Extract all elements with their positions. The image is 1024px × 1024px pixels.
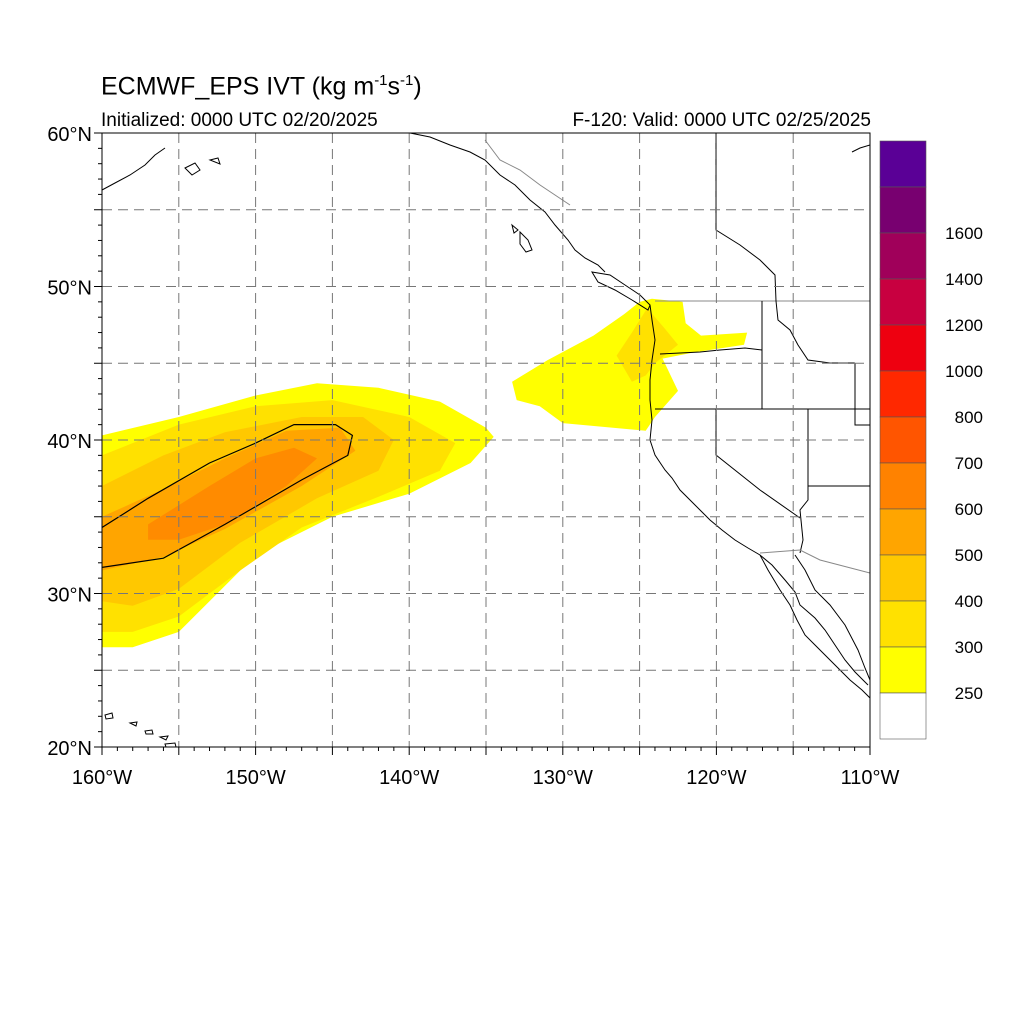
axis-ticks [94,132,871,755]
x-tick-label: 140°W [379,767,439,789]
border-az [799,486,809,554]
border-ca-east [715,133,777,302]
colorbar-swatch [879,416,927,464]
coastline-mainland-mexico [794,554,870,681]
graticule [102,133,870,747]
border-ca-nv [715,409,801,519]
x-tick-label: 130°W [533,767,593,789]
x-tick-label: 110°W [841,767,900,789]
colorbar-swatch [879,692,927,740]
coastline-alaska-west [102,147,166,191]
coastline-baja [759,554,870,699]
valid-time: F-120: Valid: 0000 UTC 02/25/2025 [572,110,871,131]
colorbar: 250 300 400 500 600 700 800 1000 1200 1400 1600 [879,140,983,740]
colorbar-swatch [879,278,927,326]
map-title: ECMWF_EPS IVT (kg m-1s-1) [101,72,422,101]
ivt-contours [102,424,354,568]
y-tick-label: 20°N [47,738,92,760]
colorbar-label: 300 [955,638,983,657]
colorbar-swatch [879,370,927,418]
colorbar-swatch [879,508,927,556]
ivt-shading [102,298,748,648]
colorbar-label: 500 [955,546,983,565]
ivt-contour-500 [102,424,354,568]
border-wa-or [659,347,763,355]
x-tick-label: 160°W [72,767,132,789]
colorbar-swatch [879,600,927,648]
colorbar-label: 700 [955,454,983,473]
y-tick-label: 60°N [47,124,92,146]
latitude-labels: 60°N 50°N 40°N 30°N 20°N [47,124,92,760]
island-hawaii [104,712,177,747]
border-id-mt [775,300,855,364]
initialized-time: Initialized: 0000 UTC 02/20/2025 [101,110,378,131]
colorbar-label: 250 [955,684,983,703]
y-tick-label: 50°N [47,278,92,300]
colorbar-swatch [879,646,927,694]
colorbar-label: 1600 [945,224,983,243]
y-tick-label: 40°N [47,431,92,453]
x-tick-label: 120°W [686,767,746,789]
colorbar-swatch [879,232,927,280]
border-us-mexico [759,549,870,574]
colorbar-label: 1400 [945,270,983,289]
colorbar-label: 400 [955,592,983,611]
colorbar-swatch [879,554,927,602]
colorbar-label: 800 [955,408,983,427]
coastline-hudson [851,144,870,153]
colorbar-swatch [879,324,927,372]
border-alaska-canada [484,139,571,206]
colorbar-swatch [879,140,927,188]
islands-kodiak [184,157,221,176]
colorbar-label: 600 [955,500,983,519]
colorbar-label: 1000 [945,362,983,381]
x-tick-label: 150°W [225,767,285,789]
coastline-us-west [649,304,869,686]
border-wy [854,363,870,426]
coastline-alaska [409,133,606,273]
colorbar-swatch [879,186,927,234]
colorbar-swatch [879,462,927,510]
y-tick-label: 30°N [47,585,92,607]
islands-haida [511,223,533,253]
colorbar-label: 1200 [945,316,983,335]
border-nv-ut [807,409,870,487]
longitude-labels: 160°W 150°W 140°W 130°W 120°W 110°W [72,767,900,789]
